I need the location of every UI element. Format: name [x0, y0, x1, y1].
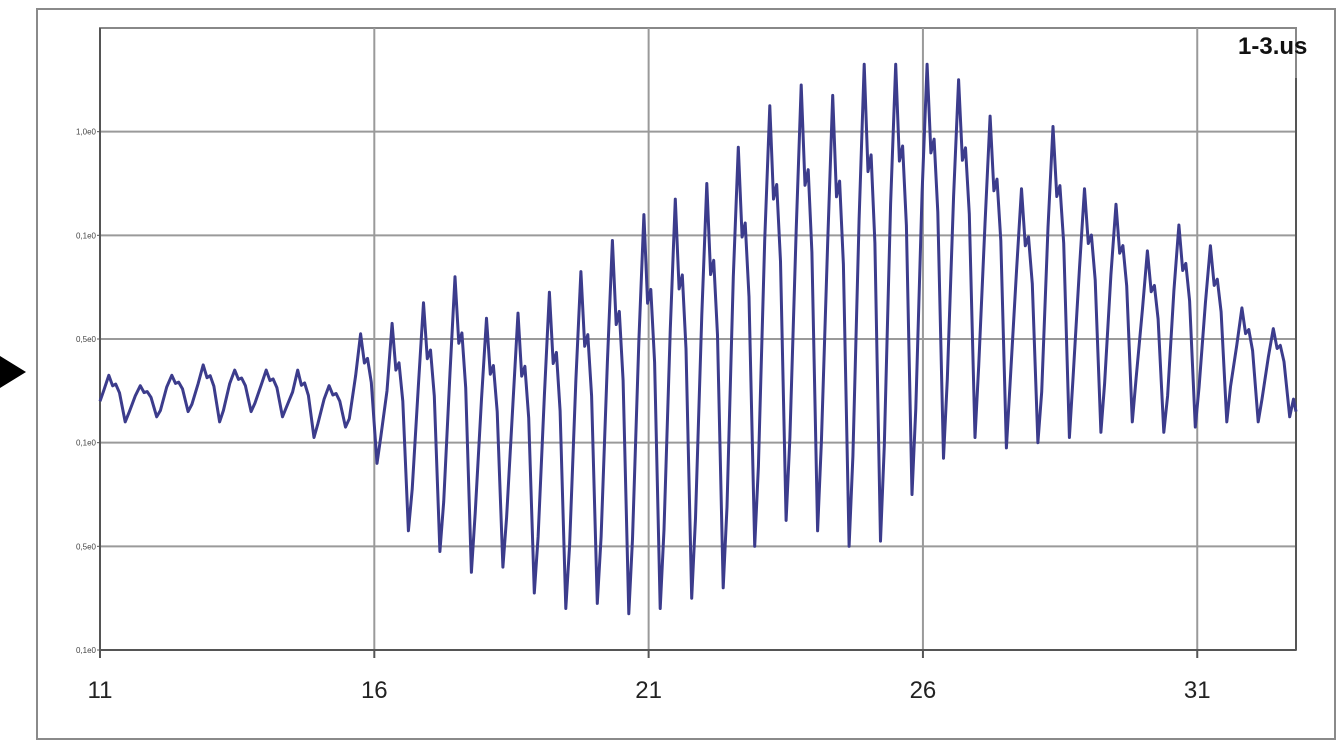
y-tick-label: 0,1e0 — [76, 231, 97, 240]
x-tick-label: 21 — [635, 677, 662, 704]
y-tick-label: 1,0e0 — [76, 128, 97, 137]
chart-frame: 11 16 21 26 31 0,1e0 0,5e0 0,1e0 0,5e0 0,1e0 1,0e0… — [36, 8, 1336, 740]
axes — [97, 28, 1297, 658]
series-layer — [98, 62, 1298, 616]
y-tick-label: 0,1e0 — [76, 439, 97, 448]
chart-svg: 11 16 21 26 31 0,1e0 0,5e0 0,1e0 0,5e0 0,1e0 1,0e0… — [76, 27, 1307, 704]
series-line — [98, 62, 1298, 616]
x-tick-label: 31 — [1184, 677, 1211, 704]
x-tick-label: 11 — [88, 677, 113, 704]
pointer-arrow-icon — [0, 356, 26, 388]
series-label: 1-3.us — [1238, 33, 1307, 60]
x-tick-label: 16 — [361, 677, 388, 704]
y-tick-label: 0,1e0 — [76, 646, 97, 655]
y-tick-label: 0,5e0 — [76, 542, 97, 551]
tick-labels: 11 16 21 26 31 0,1e0 0,5e0 0,1e0 0,5e0 0,1e0 1,0e0 — [76, 128, 1211, 704]
y-tick-label: 0,5e0 — [76, 335, 97, 344]
x-tick-label: 26 — [910, 677, 937, 704]
